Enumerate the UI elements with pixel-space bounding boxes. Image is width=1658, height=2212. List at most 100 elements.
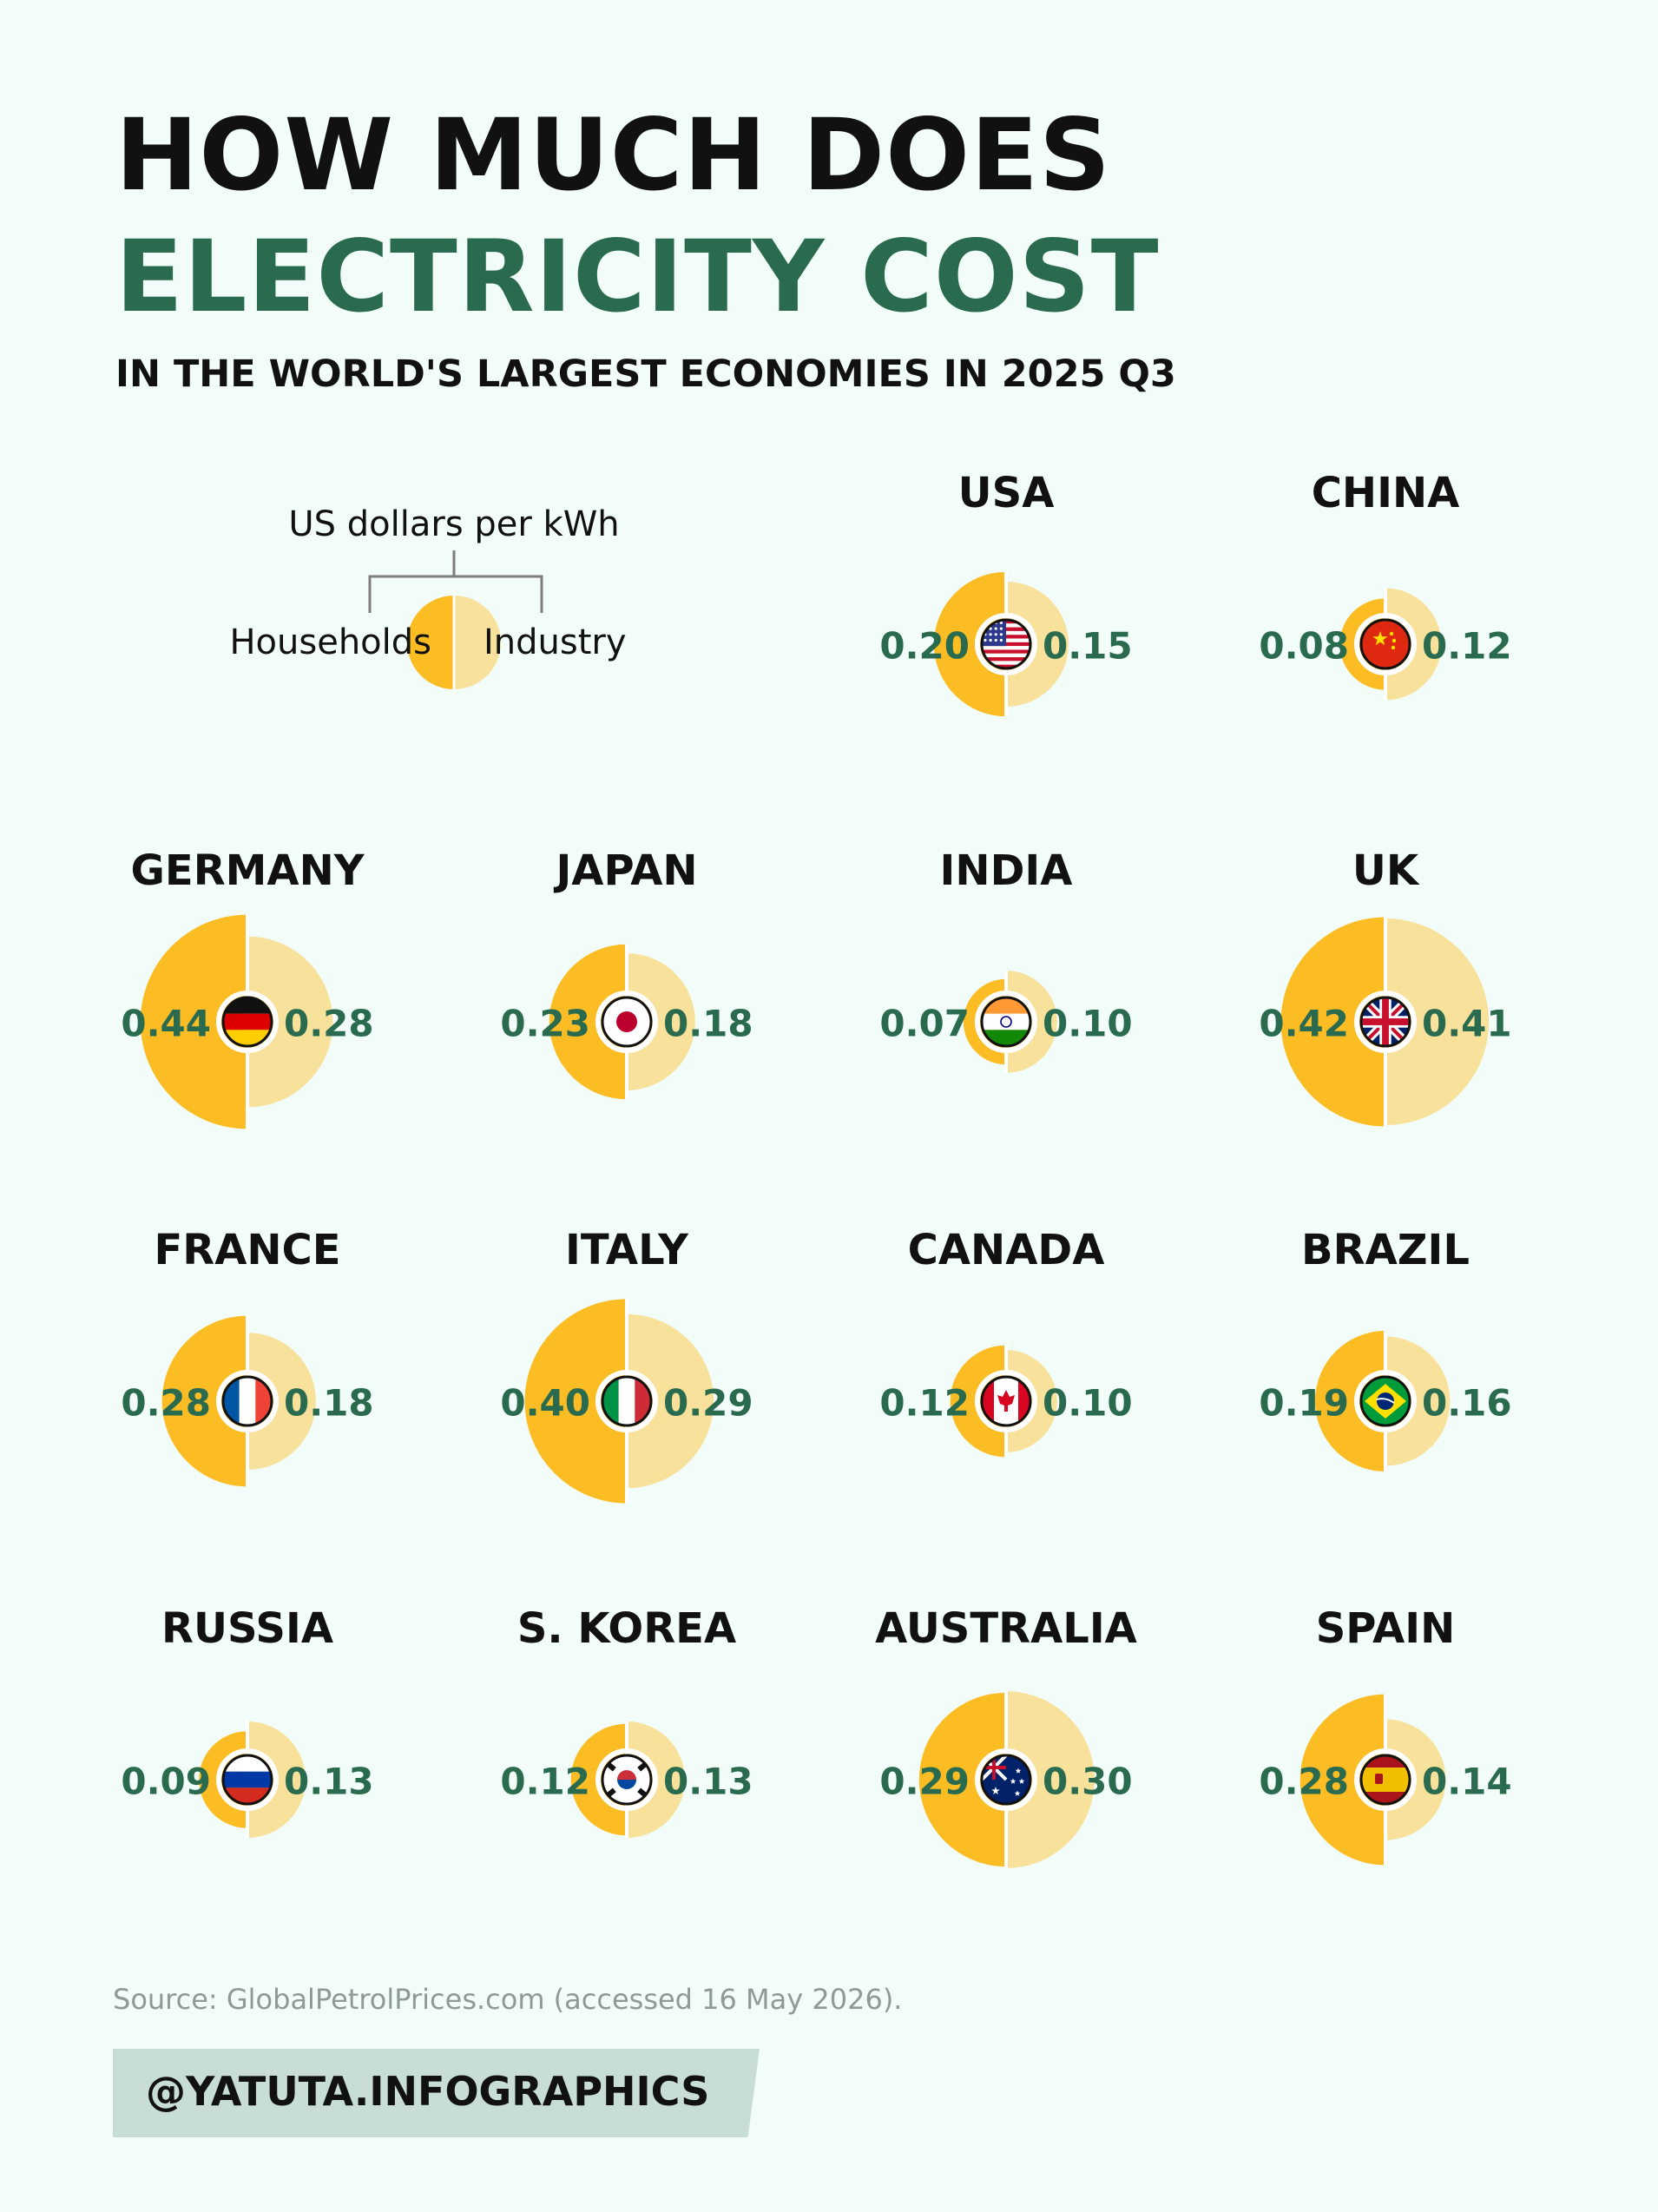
industry-value-label: 0.10: [1043, 1382, 1133, 1425]
chart-marks: USA 0.20 0.15 CHINA 0.08 0.12 GERMANY 0.44 0.28 J…: [121, 469, 1512, 1868]
brazil-flag-icon: [1354, 1370, 1417, 1432]
country-name: CHINA: [1312, 469, 1460, 517]
households-value-label: 0.29: [879, 1761, 970, 1803]
title-line-2: ELECTRICITY COST: [115, 219, 1160, 334]
industry-value-label: 0.41: [1422, 1003, 1512, 1045]
south-korea-flag-icon: [595, 1748, 658, 1811]
country-name: CANADA: [908, 1226, 1105, 1274]
households-half-circle: [549, 944, 627, 1100]
legend: US dollars per kWh Households Industry: [229, 504, 627, 689]
russia-flag-icon: [216, 1748, 279, 1811]
legend-unit-label: US dollars per kWh: [288, 504, 619, 544]
uk-flag-icon: [1354, 991, 1417, 1053]
industry-value-label: 0.13: [284, 1761, 374, 1803]
legend-bracket: [368, 550, 543, 613]
households-half-circle: [933, 571, 1006, 717]
country-name: AUSTRALIA: [875, 1604, 1137, 1653]
households-value-label: 0.42: [1259, 1003, 1349, 1045]
legend-households-label: Households: [229, 622, 431, 662]
households-value-label: 0.23: [500, 1003, 590, 1045]
industry-half-circle: [1006, 1691, 1095, 1868]
households-half-circle: [918, 1692, 1006, 1867]
country-spain: SPAIN 0.28 0.14: [1259, 1604, 1512, 1866]
households-value-label: 0.12: [500, 1761, 590, 1803]
industry-half-circle: [627, 953, 695, 1090]
households-value-label: 0.20: [879, 625, 970, 668]
italy-flag-icon: [595, 1370, 658, 1432]
industry-half-circle: [1385, 1336, 1451, 1466]
legend-industry-swatch: [454, 596, 501, 689]
industry-value-label: 0.16: [1422, 1382, 1512, 1425]
country-china: CHINA 0.08 0.12: [1259, 469, 1512, 701]
country-uk: UK 0.42 0.41: [1259, 846, 1512, 1127]
industry-value-label: 0.14: [1422, 1761, 1512, 1803]
country-name: GERMANY: [131, 846, 365, 895]
legend-households-swatch: [407, 596, 454, 689]
legend-industry-label: Industry: [484, 622, 627, 662]
industry-value-label: 0.30: [1043, 1761, 1133, 1803]
households-half-circle: [1314, 1330, 1385, 1472]
industry-value-label: 0.18: [663, 1003, 753, 1045]
households-half-circle: [524, 1299, 627, 1504]
japan-flag-icon: [595, 991, 658, 1053]
industry-value-label: 0.18: [284, 1382, 374, 1425]
country-name: JAPAN: [553, 846, 697, 895]
country-india: INDIA 0.07 0.10: [879, 846, 1133, 1073]
country-name: SPAIN: [1316, 1604, 1456, 1653]
industry-half-circle: [247, 1333, 316, 1470]
author-handle: @YATUTA.INFOGRAPHICS: [146, 2068, 710, 2115]
handle-banner: [113, 2049, 760, 2137]
china-flag-icon: [1354, 613, 1417, 675]
industry-half-circle: [247, 936, 333, 1108]
france-flag-icon: [216, 1370, 279, 1432]
industry-value-label: 0.29: [663, 1382, 753, 1425]
households-value-label: 0.44: [121, 1003, 211, 1045]
households-half-circle: [140, 914, 247, 1129]
industry-value-label: 0.10: [1043, 1003, 1133, 1045]
germany-flag-icon: [216, 991, 279, 1053]
country-name: INDIA: [940, 846, 1073, 895]
country-name: USA: [958, 469, 1055, 517]
industry-value-label: 0.28: [284, 1003, 374, 1045]
industry-half-circle: [1385, 918, 1490, 1126]
country-italy: ITALY 0.40 0.29: [500, 1226, 753, 1504]
country-russia: RUSSIA 0.09 0.13: [121, 1604, 374, 1839]
industry-value-label: 0.13: [663, 1761, 753, 1803]
subtitle: IN THE WORLD'S LARGEST ECONOMIES IN 2025…: [115, 352, 1176, 396]
households-value-label: 0.40: [500, 1382, 590, 1425]
country-france: FRANCE 0.28 0.18: [121, 1226, 374, 1487]
country-japan: JAPAN 0.23 0.18: [500, 846, 753, 1100]
country-name: ITALY: [565, 1226, 689, 1274]
households-value-label: 0.28: [1259, 1761, 1349, 1803]
industry-value-label: 0.15: [1043, 625, 1133, 668]
spain-flag-icon: [1354, 1748, 1417, 1811]
industry-value-label: 0.12: [1422, 625, 1512, 668]
households-value-label: 0.12: [879, 1382, 970, 1425]
industry-half-circle: [627, 1313, 714, 1489]
usa-flag-icon: [975, 613, 1037, 675]
india-flag-icon: [975, 991, 1037, 1053]
country-name: UK: [1352, 846, 1420, 895]
country-name: BRAZIL: [1301, 1226, 1470, 1274]
country-s-korea: S. KOREA 0.12 0.13: [500, 1604, 753, 1839]
households-half-circle: [161, 1315, 247, 1487]
households-value-label: 0.08: [1259, 625, 1349, 668]
canada-flag-icon: [975, 1370, 1037, 1432]
australia-flag-icon: [975, 1748, 1037, 1811]
households-value-label: 0.07: [879, 1003, 970, 1045]
country-name: FRANCE: [154, 1226, 340, 1274]
country-australia: AUSTRALIA 0.29 0.30: [875, 1604, 1137, 1868]
households-value-label: 0.09: [121, 1761, 211, 1803]
country-usa: USA 0.20 0.15: [879, 469, 1133, 717]
country-name: RUSSIA: [161, 1604, 333, 1653]
households-half-circle: [1280, 917, 1385, 1127]
households-value-label: 0.19: [1259, 1382, 1349, 1425]
country-germany: GERMANY 0.44 0.28: [121, 846, 374, 1129]
households-value-label: 0.28: [121, 1382, 211, 1425]
source-note: Source: GlobalPetrolPrices.com (accessed…: [113, 1983, 903, 2016]
title-line-1: HOW MUCH DOES: [115, 97, 1112, 213]
households-half-circle: [1299, 1694, 1385, 1866]
country-name: S. KOREA: [517, 1604, 736, 1653]
country-canada: CANADA 0.12 0.10: [879, 1226, 1133, 1458]
